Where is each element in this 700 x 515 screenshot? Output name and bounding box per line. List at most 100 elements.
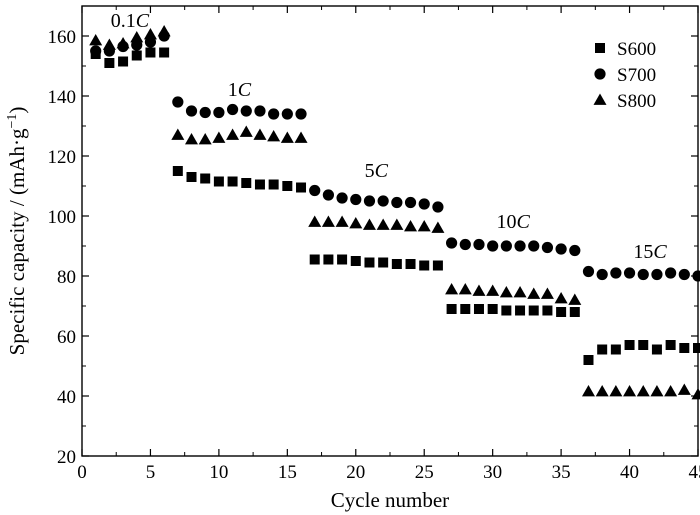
data-point-s700 (391, 196, 403, 209)
data-point-s800 (609, 385, 623, 397)
data-point-s700 (350, 193, 362, 206)
data-point-s800 (499, 286, 513, 298)
data-point-s800 (89, 34, 103, 46)
data-point-s800 (171, 128, 185, 140)
data-point-s800 (308, 215, 322, 227)
data-point-s600 (446, 304, 457, 314)
y-axis-title-sup: −1 (5, 114, 20, 129)
series-s600 (90, 47, 700, 365)
data-point-s700 (432, 201, 444, 213)
data-point-s600 (159, 47, 170, 58)
rate-label: 5C (365, 160, 389, 182)
y-axis-title-main: Specific capacity / (mAh·g (5, 128, 29, 355)
data-point-s600 (432, 260, 443, 271)
data-point-s700 (281, 108, 293, 120)
data-point-s700 (172, 96, 184, 108)
legend-label-s700: S700 (617, 65, 656, 86)
data-point-s800 (417, 220, 431, 232)
data-point-s800 (458, 283, 472, 295)
data-point-s600 (460, 304, 471, 314)
data-point-s800 (157, 25, 171, 37)
legend-entry-s600: S600 (595, 39, 656, 60)
data-point-s700 (213, 106, 225, 119)
y-tick-label: 60 (57, 327, 76, 348)
data-point-s600 (597, 344, 608, 355)
data-point-s800 (595, 385, 609, 397)
data-point-s700 (678, 268, 690, 281)
rate-label: 15C (633, 241, 667, 263)
data-point-s600 (172, 166, 183, 176)
data-point-s600 (309, 254, 320, 265)
data-point-s800 (486, 284, 500, 296)
data-point-s700 (446, 237, 458, 249)
legend-marker-s600 (595, 43, 605, 53)
data-point-s600 (241, 178, 252, 188)
data-point-s700 (487, 240, 499, 252)
data-point-s600 (679, 343, 690, 353)
chart-axes: 05101520253035404520406080100120140160 (48, 5, 700, 483)
data-point-s600 (282, 181, 293, 191)
data-point-s700 (295, 108, 307, 120)
y-tick-label: 20 (57, 447, 76, 468)
y-tick-label: 80 (57, 267, 76, 288)
data-point-s700 (541, 241, 554, 254)
rate-value: 5 (365, 160, 375, 182)
data-point-s800 (294, 131, 308, 143)
data-point-s600 (610, 344, 621, 355)
data-point-s600 (473, 304, 484, 314)
rate-label: 10C (497, 211, 531, 233)
legend-marker-s800 (593, 93, 607, 105)
data-point-s800 (691, 388, 700, 400)
y-tick-label: 100 (48, 207, 77, 228)
x-tick-label: 0 (77, 462, 87, 483)
legend-marker-s700 (594, 68, 606, 80)
data-point-s700 (665, 267, 677, 279)
legend-entry-s700: S700 (594, 65, 656, 86)
data-point-s600 (104, 58, 115, 68)
data-point-s800 (321, 215, 335, 227)
data-point-s600 (528, 305, 539, 316)
rate-label: 1C (228, 79, 252, 101)
rate-unit: C (375, 160, 389, 182)
data-point-s800 (198, 133, 212, 145)
chart-legend: S600 S700 S800 (593, 39, 656, 112)
data-point-s600 (556, 307, 567, 317)
data-point-s600 (131, 50, 142, 61)
rate-value: 1 (228, 79, 238, 101)
data-point-s800 (445, 283, 459, 295)
rate-unit: C (517, 211, 531, 233)
data-point-s800 (362, 218, 376, 230)
data-point-s600 (364, 257, 375, 268)
legend-label-s800: S800 (617, 91, 656, 112)
data-point-s600 (213, 176, 224, 187)
data-point-s600 (145, 47, 156, 58)
legend-label-s600: S600 (617, 39, 656, 60)
data-point-s700 (377, 195, 389, 207)
data-point-s800 (349, 217, 363, 229)
data-point-s800 (102, 38, 116, 50)
data-point-s600 (419, 260, 430, 271)
data-point-s600 (118, 56, 129, 67)
rate-label: 0.1C (111, 10, 150, 32)
data-point-s600 (186, 172, 197, 182)
data-point-s600 (200, 173, 211, 184)
data-point-s800 (581, 385, 595, 397)
data-point-s800 (280, 131, 294, 143)
data-point-s700 (459, 238, 471, 251)
data-point-s700 (322, 189, 334, 201)
data-point-s600 (268, 179, 279, 190)
data-point-s800 (554, 292, 568, 304)
x-tick-label: 10 (209, 462, 228, 483)
rate-value: 10 (497, 211, 517, 233)
data-point-s700 (623, 267, 636, 279)
legend-entry-s800: S800 (593, 91, 656, 112)
chart-marks (89, 25, 700, 400)
data-point-s700 (569, 244, 581, 257)
data-point-s600 (487, 304, 498, 314)
data-point-s700 (363, 195, 376, 207)
data-point-s800 (253, 128, 267, 140)
data-point-s600 (665, 340, 676, 350)
data-point-s700 (240, 105, 252, 117)
data-point-s600 (651, 344, 662, 355)
data-point-s700 (199, 106, 211, 119)
